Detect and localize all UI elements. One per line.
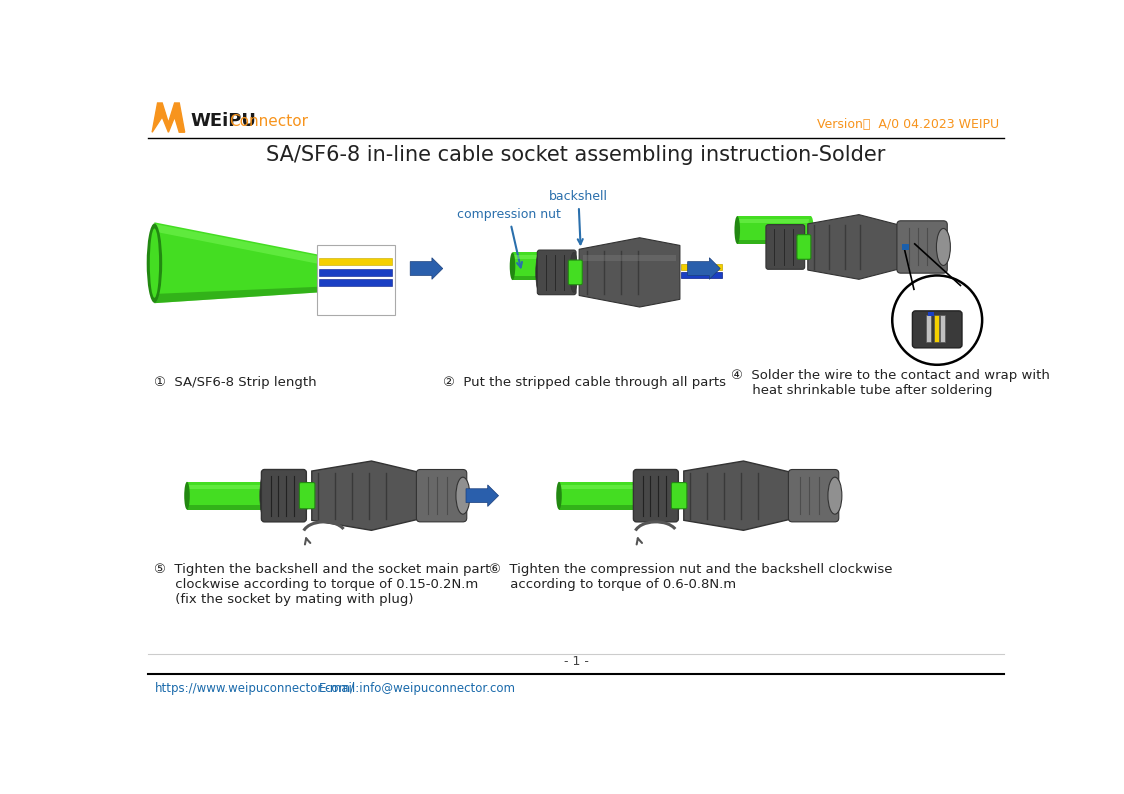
Text: WEiPU: WEiPU <box>190 113 256 130</box>
FancyBboxPatch shape <box>299 483 315 509</box>
Text: ④  Solder the wire to the contact and wrap with
     heat shrinkable tube after : ④ Solder the wire to the contact and wra… <box>731 368 1050 397</box>
Bar <box>559 482 679 510</box>
Bar <box>513 252 574 280</box>
FancyArrow shape <box>466 485 499 507</box>
Ellipse shape <box>305 482 310 510</box>
Bar <box>681 272 722 278</box>
Ellipse shape <box>828 477 842 515</box>
FancyBboxPatch shape <box>788 469 839 522</box>
Bar <box>681 264 722 270</box>
Text: E-mail:info@weipuconnector.com: E-mail:info@weipuconnector.com <box>319 682 516 695</box>
Bar <box>559 484 679 489</box>
Ellipse shape <box>556 482 562 510</box>
Bar <box>513 255 574 260</box>
Bar <box>319 279 392 287</box>
Ellipse shape <box>536 252 544 292</box>
Bar <box>737 216 810 244</box>
Bar <box>513 276 574 280</box>
Text: ②  Put the stripped cable through all parts: ② Put the stripped cable through all par… <box>443 376 726 389</box>
Polygon shape <box>808 214 900 279</box>
Text: ⑥  Tighten the compression nut and the backshell clockwise
     according to tor: ⑥ Tighten the compression nut and the ba… <box>489 564 892 592</box>
Polygon shape <box>154 224 330 266</box>
Bar <box>737 219 810 223</box>
Text: 4: 4 <box>374 305 380 315</box>
FancyBboxPatch shape <box>797 235 810 260</box>
Polygon shape <box>152 103 184 133</box>
Polygon shape <box>579 237 680 307</box>
Text: 10: 10 <box>350 295 362 305</box>
Bar <box>737 240 810 244</box>
Text: https://www.weipuconnector.com/: https://www.weipuconnector.com/ <box>154 682 354 695</box>
Bar <box>187 506 307 510</box>
Bar <box>319 269 392 276</box>
Bar <box>941 314 945 341</box>
Bar <box>903 244 908 250</box>
Circle shape <box>892 276 982 364</box>
FancyBboxPatch shape <box>634 469 679 522</box>
FancyBboxPatch shape <box>569 260 582 285</box>
Ellipse shape <box>808 216 814 244</box>
Text: ①  SA/SF6-8 Strip length: ① SA/SF6-8 Strip length <box>154 376 317 389</box>
FancyBboxPatch shape <box>416 469 466 522</box>
Bar <box>187 482 307 510</box>
Bar <box>559 506 679 510</box>
Polygon shape <box>683 461 792 530</box>
Text: backshell: backshell <box>549 191 608 245</box>
Ellipse shape <box>147 223 162 303</box>
Text: Connector: Connector <box>229 114 309 129</box>
Ellipse shape <box>677 482 682 510</box>
Ellipse shape <box>260 472 269 518</box>
Polygon shape <box>311 461 420 530</box>
FancyBboxPatch shape <box>671 483 687 509</box>
Ellipse shape <box>570 252 578 292</box>
Bar <box>187 484 307 489</box>
Bar <box>319 258 392 264</box>
Text: SA/SF6-8 in-line cable socket assembling instruction-Solder: SA/SF6-8 in-line cable socket assembling… <box>266 145 886 165</box>
FancyBboxPatch shape <box>913 311 962 348</box>
Bar <box>926 314 931 341</box>
FancyBboxPatch shape <box>537 250 575 295</box>
FancyBboxPatch shape <box>765 225 805 269</box>
FancyArrow shape <box>688 258 720 279</box>
Text: compression nut: compression nut <box>456 208 561 268</box>
Ellipse shape <box>456 477 470 515</box>
Text: ⑤  Tighten the backshell and the socket main part
     clockwise according to to: ⑤ Tighten the backshell and the socket m… <box>154 564 491 607</box>
Ellipse shape <box>184 482 190 510</box>
Ellipse shape <box>509 252 515 280</box>
Bar <box>583 255 676 261</box>
FancyBboxPatch shape <box>262 469 307 522</box>
Bar <box>928 312 934 316</box>
FancyBboxPatch shape <box>897 221 948 273</box>
FancyArrow shape <box>410 258 443 279</box>
Text: - 1 -: - 1 - <box>563 655 589 668</box>
Ellipse shape <box>936 229 951 265</box>
Ellipse shape <box>734 216 740 244</box>
Polygon shape <box>154 287 330 303</box>
Polygon shape <box>154 222 330 303</box>
Bar <box>934 314 939 341</box>
Bar <box>317 245 395 314</box>
Ellipse shape <box>572 252 578 280</box>
Ellipse shape <box>149 229 160 298</box>
Text: Version：  A/0 04.2023 WEIPU: Version： A/0 04.2023 WEIPU <box>817 118 999 131</box>
